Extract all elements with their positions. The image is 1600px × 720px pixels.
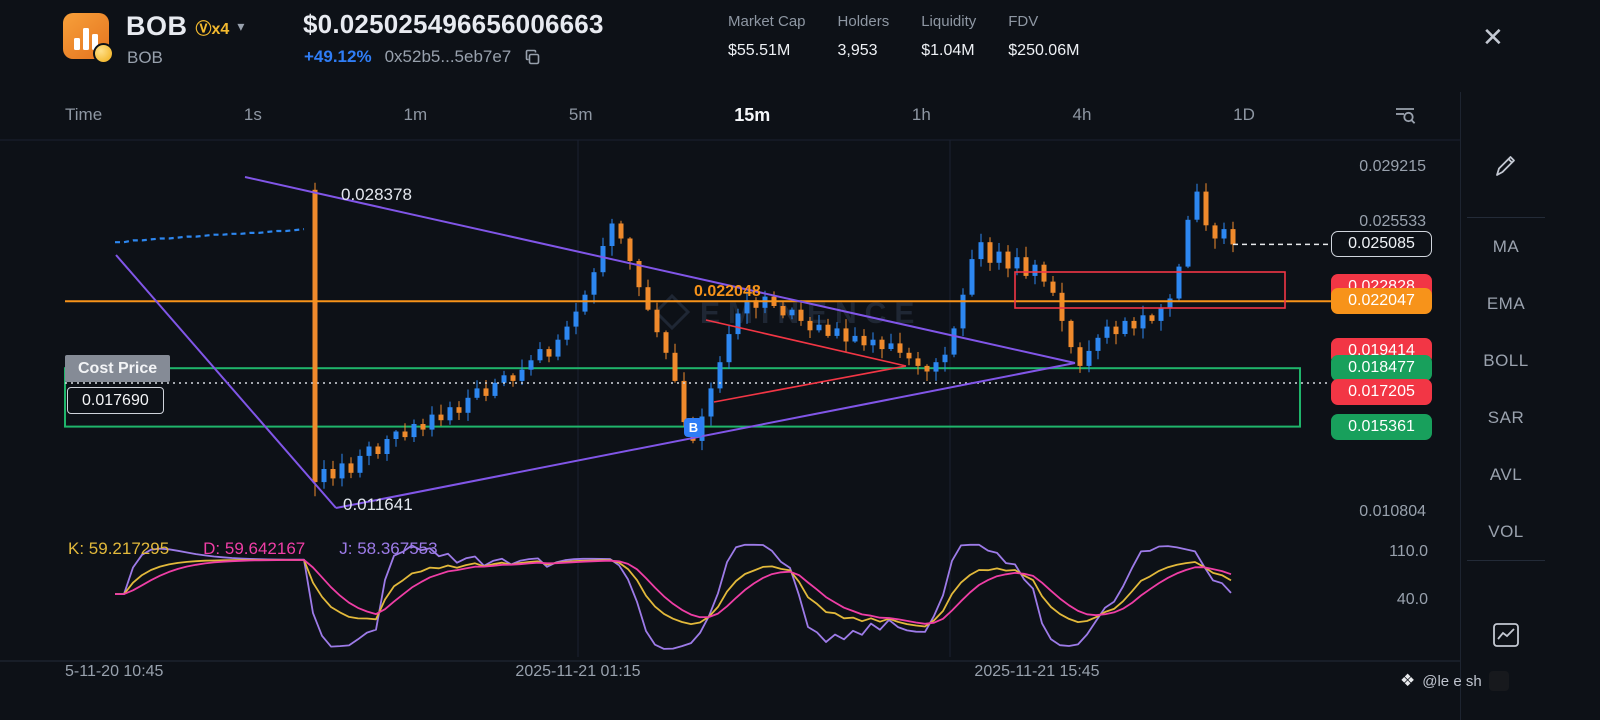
time-axis-label: 2025-11-21 15:45 <box>974 663 1100 680</box>
watermark-text: @le e sh <box>1422 672 1482 690</box>
stat-market-cap: Market Cap $55.51M <box>728 13 806 59</box>
token-title-row[interactable]: BOB Ⓥx4 ▾ <box>126 11 244 42</box>
logo-coin-badge <box>93 43 114 64</box>
timeframe-1d[interactable]: 1D <box>1233 105 1255 124</box>
token-price: $0.025025496656006663 <box>303 9 604 39</box>
timeframe-time[interactable]: Time <box>65 105 103 124</box>
diamond-icon: ❖ <box>1400 671 1416 690</box>
indicator-sidebar: MA EMA BOLL SAR AVL VOL <box>1460 92 1600 720</box>
draw-pencil-icon[interactable] <box>1491 152 1519 185</box>
token-logo <box>63 13 114 64</box>
logo-bar <box>74 38 80 50</box>
token-version-badge: Ⓥx4 <box>195 20 230 38</box>
token-name: BOB <box>126 11 188 41</box>
timeframe-1s[interactable]: 1s <box>243 105 262 124</box>
indicator-ema[interactable]: EMA <box>1486 293 1526 313</box>
indicator-sar[interactable]: SAR <box>1487 407 1525 427</box>
indicator-settings-icon[interactable] <box>1392 101 1418 132</box>
stat-liquidity: Liquidity $1.04M <box>921 13 977 59</box>
sub-chart-icon[interactable] <box>1491 620 1521 655</box>
timeframe-15m[interactable]: 15m <box>734 104 771 125</box>
chevron-down-icon[interactable]: ▾ <box>237 18 245 34</box>
logo-bar <box>92 34 98 50</box>
watermark-badge <box>1488 671 1509 691</box>
site-watermark: ❖ @le e sh <box>1400 671 1509 691</box>
token-stats: Market Cap $55.51M Holders 3,953 Liquidity $1… <box>728 13 1079 60</box>
close-button[interactable]: ✕ <box>1482 22 1504 52</box>
stat-holders: Holders 3,953 <box>837 13 890 59</box>
indicator-avl[interactable]: AVL <box>1489 464 1523 484</box>
timeframe-4h[interactable]: 4h <box>1072 105 1092 124</box>
token-symbol: BOB <box>127 48 163 67</box>
indicator-vol[interactable]: VOL <box>1488 521 1524 541</box>
indicator-boll[interactable]: BOLL <box>1483 350 1529 370</box>
time-axis-label: 5-11-20 10:45 <box>65 663 164 680</box>
timeframe-5m[interactable]: 5m <box>568 105 593 124</box>
indicator-list: MA EMA BOLL SAR AVL VOL <box>1461 218 1551 560</box>
copy-icon[interactable] <box>524 49 541 66</box>
contract-address[interactable]: 0x52b5...5eb7e7 <box>384 47 512 66</box>
timeframe-bar: Time 1s 1m 5m 15m 1h 4h 1D <box>65 92 1255 138</box>
logo-bar <box>83 28 89 50</box>
divider <box>1467 560 1545 561</box>
timeframe-1m[interactable]: 1m <box>403 105 428 124</box>
stat-fdv: FDV $250.06M <box>1008 13 1080 59</box>
svg-text:B: B <box>689 420 698 435</box>
price-change: +49.12% <box>304 47 372 66</box>
time-axis-label: 2025-11-21 01:15 <box>515 663 641 680</box>
divider <box>1467 217 1545 218</box>
timeframe-1h[interactable]: 1h <box>911 105 931 124</box>
indicator-ma[interactable]: MA <box>1492 236 1520 256</box>
